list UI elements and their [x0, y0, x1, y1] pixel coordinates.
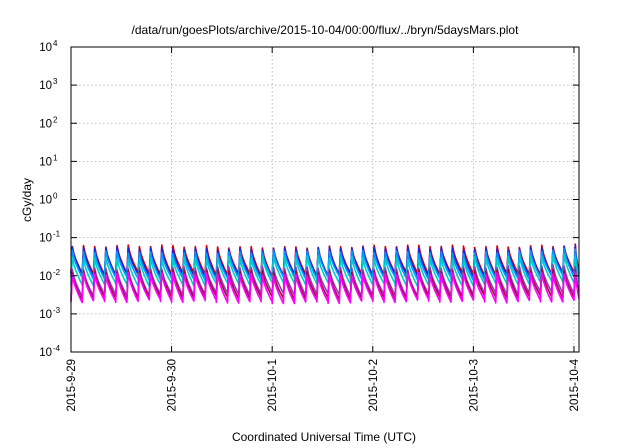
x-tick-label: 2015-10-4: [569, 358, 581, 411]
x-tick-label: 2015-10-3: [468, 359, 480, 411]
y-tick-label: 10: [39, 156, 52, 168]
y-tick-label: 10: [39, 271, 52, 283]
y-tick-label: 10: [39, 118, 52, 130]
x-tick-label: 2015-9-29: [66, 359, 78, 411]
y-tick-label: 10: [39, 347, 52, 359]
x-axis-label: Coordinated Universal Time (UTC): [232, 430, 416, 444]
y-tick-label-exponent: -4: [53, 344, 61, 353]
y-tick-label-exponent: -3: [53, 306, 61, 315]
y-tick-label: 10: [39, 233, 52, 245]
y-tick-label: 10: [39, 309, 52, 321]
y-tick-label-exponent: 4: [53, 39, 58, 48]
y-tick-label: 10: [39, 80, 52, 92]
grid: [71, 47, 579, 352]
y-tick-label-exponent: 0: [53, 192, 58, 201]
y-tick-label-exponent: -2: [53, 268, 61, 277]
x-tick-label: 2015-10-2: [368, 359, 380, 411]
y-tick-label: 10: [39, 195, 52, 207]
y-tick-label-exponent: 1: [53, 153, 58, 162]
y-tick-label-exponent: 3: [53, 77, 58, 86]
x-tick-label: 2015-10-1: [267, 359, 279, 411]
y-tick-label-exponent: -1: [53, 230, 61, 239]
chart-title: /data/run/goesPlots/archive/2015-10-04/0…: [132, 23, 520, 37]
y-axis-label: cGy/day: [20, 178, 34, 222]
y-tick-label-exponent: 2: [53, 115, 58, 124]
y-tick-label: 10: [39, 42, 52, 54]
series-layer: [70, 243, 580, 305]
series-line: [70, 271, 580, 305]
x-tick-label: 2015-9-30: [167, 359, 179, 411]
